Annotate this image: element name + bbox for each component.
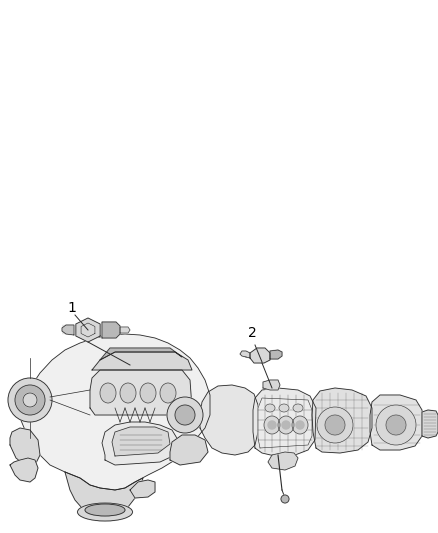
Ellipse shape (140, 383, 156, 403)
Polygon shape (92, 352, 192, 370)
Polygon shape (253, 388, 316, 456)
Polygon shape (370, 395, 422, 450)
Polygon shape (10, 458, 38, 482)
Polygon shape (102, 322, 120, 338)
Circle shape (268, 421, 276, 429)
Polygon shape (258, 398, 312, 448)
Circle shape (325, 415, 345, 435)
Ellipse shape (278, 416, 294, 434)
Polygon shape (170, 435, 208, 465)
Polygon shape (250, 348, 270, 363)
Polygon shape (422, 410, 438, 438)
Polygon shape (240, 351, 250, 358)
Polygon shape (200, 385, 258, 455)
Circle shape (8, 378, 52, 422)
Polygon shape (263, 380, 280, 390)
Circle shape (282, 421, 290, 429)
Polygon shape (100, 348, 182, 360)
Ellipse shape (265, 404, 275, 412)
Ellipse shape (120, 383, 136, 403)
Ellipse shape (264, 416, 280, 434)
Polygon shape (268, 452, 298, 470)
Polygon shape (90, 370, 192, 415)
Circle shape (167, 397, 203, 433)
Polygon shape (76, 318, 100, 342)
Circle shape (175, 405, 195, 425)
Ellipse shape (85, 504, 125, 516)
Polygon shape (270, 350, 282, 359)
Ellipse shape (78, 503, 133, 521)
Circle shape (296, 421, 304, 429)
Circle shape (317, 407, 353, 443)
Polygon shape (10, 428, 40, 465)
Circle shape (281, 495, 289, 503)
Polygon shape (112, 427, 170, 456)
Ellipse shape (293, 404, 303, 412)
Polygon shape (20, 334, 210, 490)
Circle shape (386, 415, 406, 435)
Polygon shape (62, 325, 74, 335)
Polygon shape (130, 480, 155, 498)
Polygon shape (312, 388, 372, 453)
Ellipse shape (160, 383, 176, 403)
Circle shape (15, 385, 45, 415)
Ellipse shape (279, 404, 289, 412)
Text: 1: 1 (67, 301, 77, 315)
Text: 2: 2 (247, 326, 256, 340)
Circle shape (376, 405, 416, 445)
Polygon shape (102, 422, 178, 465)
Ellipse shape (100, 383, 116, 403)
Polygon shape (120, 327, 130, 333)
Polygon shape (65, 472, 143, 515)
Ellipse shape (292, 416, 308, 434)
Circle shape (23, 393, 37, 407)
